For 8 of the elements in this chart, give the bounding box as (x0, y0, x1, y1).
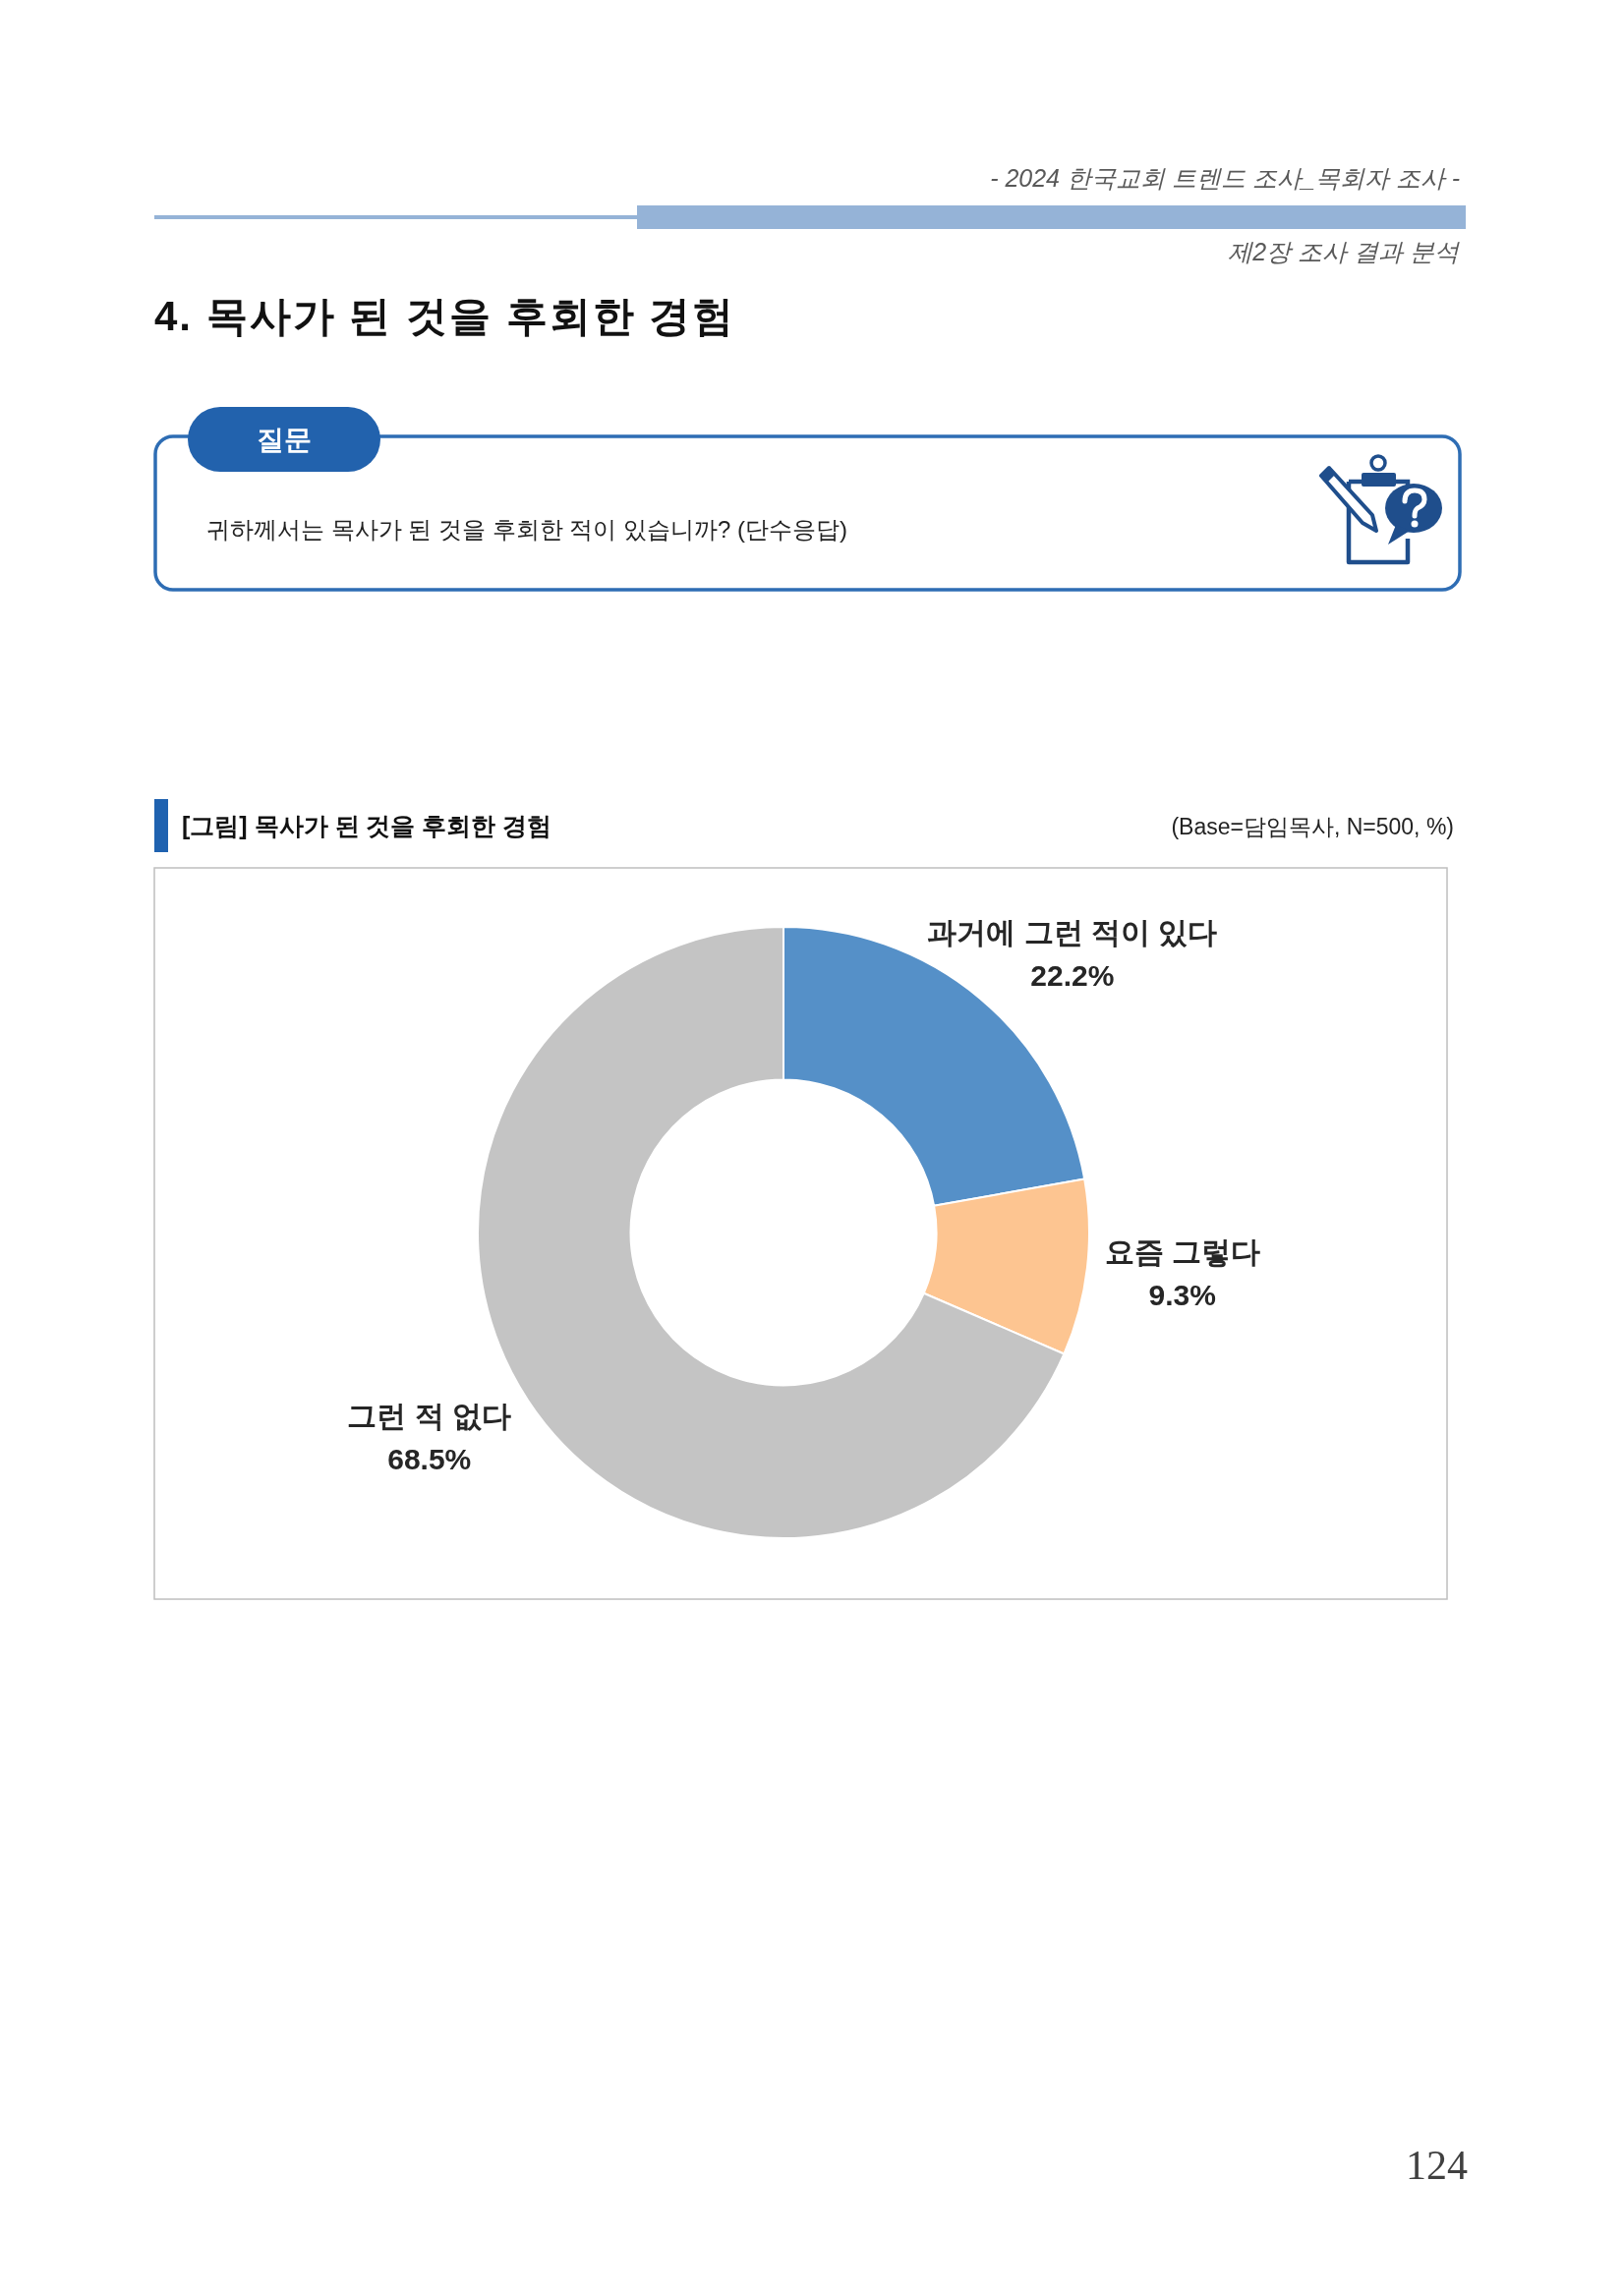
annotation: 질문 (257, 425, 312, 455)
annotation: 124 (1406, 2143, 1468, 2188)
chart-title: [그림] 목사가 된 것을 후회한 경험 (182, 812, 552, 839)
annotation: 제2장 조사 결과 분석 (1228, 238, 1459, 265)
annotation: 귀하께서는 목사가 된 것을 후회한 적이 있습니까? (단수응답) (206, 516, 847, 543)
annotation: 4. 목사가 된 것을 후회한 경험 (154, 293, 736, 339)
annotation: - 2024 한국교회 트렌드 조사_목회자 조사 - (990, 164, 1460, 192)
annotation: (Base=담임목사, N=500, %) (1171, 814, 1454, 839)
